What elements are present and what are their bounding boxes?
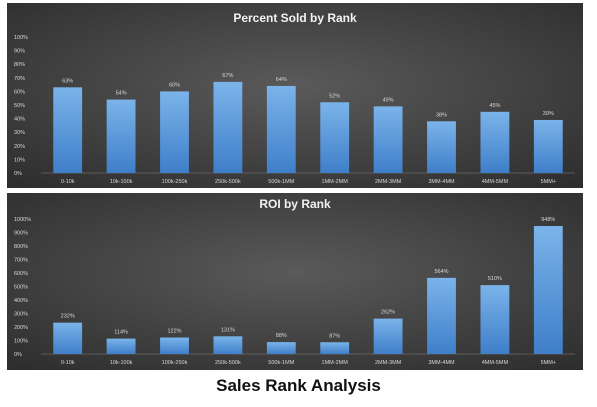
bar-1MM-2MM [320,102,350,173]
data-label: 64% [276,77,287,83]
data-label: 510% [488,276,502,282]
bar-500k-1MM [266,85,296,173]
bar-4MM-5MM [480,285,510,354]
y-tick-label: 10% [14,157,25,163]
data-label: 564% [434,269,448,275]
x-tick-label: 500k-1MM [268,179,294,185]
y-tick-label: 700% [14,258,28,264]
y-tick-label: 800% [14,244,28,250]
y-tick-label: 50% [14,103,25,109]
x-tick-label: 100k-250k [162,179,188,185]
percent-sold-chart-svg: Percent Sold by Rank 0% 10% 20% 30% 40% 50% 60%… [7,3,583,188]
data-label: 39% [543,111,554,117]
y-tick-label: 100% [14,35,28,41]
y-tick-label: 400% [14,298,28,304]
chart-title: ROI by Rank [259,197,331,211]
x-tick-label: 4MM-5MM [482,179,509,185]
data-label: 60% [169,82,180,88]
y-tick-label: 70% [14,76,25,82]
y-tick-label: 0% [14,171,22,177]
y-tick-label: 40% [14,117,25,123]
bar-2MM-3MM [373,106,403,173]
chart-title: Percent Sold by Rank [233,11,357,25]
bar-5MM+ [533,226,563,354]
bar-0-10k [53,87,83,173]
x-tick-label: 5MM+ [541,360,556,366]
data-label: 88% [276,333,287,339]
figure-caption: Sales Rank Analysis [216,376,381,395]
x-tick-label: 1MM-2MM [322,360,349,366]
x-tick-label: 5MM+ [541,179,556,185]
bar-500k-1MM [266,342,296,354]
x-tick-label: 10k-100k [110,360,133,366]
bar-3MM-4MM [427,277,456,354]
roi-chart: ROI by Rank 0% 100% 200% 300% 400% 500% 600% 700… [7,193,583,370]
bar-2MM-3MM [373,318,403,354]
data-label: 87% [329,333,340,339]
x-tick-label: 500k-1MM [268,360,294,366]
y-tick-label: 600% [14,271,28,277]
x-tick-label: 100k-250k [162,360,188,366]
y-tick-label: 0% [14,352,22,358]
y-tick-label: 900% [14,231,28,237]
data-label: 38% [436,112,447,118]
x-tick-label: 0-10k [61,179,75,185]
data-label: 54% [116,91,127,97]
x-tick-label: 10k-100k [110,179,133,185]
data-label: 232% [61,314,75,320]
y-tick-label: 80% [14,62,25,68]
x-tick-label: 2MM-3MM [375,179,402,185]
y-tick-label: 100% [14,339,28,345]
x-tick-label: 1MM-2MM [322,179,349,185]
y-tick-label: 30% [14,130,25,136]
y-tick-label: 90% [14,49,25,55]
data-label: 131% [221,327,235,333]
y-tick-label: 300% [14,312,28,318]
data-label: 49% [383,97,394,103]
bar-0-10k [53,322,83,354]
y-tick-label: 1000% [14,217,31,223]
data-label: 63% [62,78,73,84]
x-tick-label: 3MM-4MM [428,179,455,185]
x-tick-label: 250k-500k [215,360,241,366]
bar-100k-250k [160,91,189,173]
x-tick-label: 4MM-5MM [482,360,509,366]
bar-1MM-2MM [320,342,350,354]
y-tick-label: 60% [14,89,25,95]
y-tick-label: 500% [14,285,28,291]
x-tick-label: 0-10k [61,360,75,366]
x-tick-label: 250k-500k [215,179,241,185]
y-tick-label: 200% [14,325,28,331]
bar-10k-100k [106,338,136,354]
bar-10k-100k [106,99,136,173]
data-label: 52% [329,93,340,99]
roi-chart-svg: ROI by Rank 0% 100% 200% 300% 400% 500% 600% 700… [7,193,583,370]
data-label: 45% [489,103,500,109]
data-label: 948% [541,217,555,223]
bar-4MM-5MM [480,111,510,173]
data-label: 262% [381,310,395,316]
x-tick-label: 3MM-4MM [428,360,455,366]
bar-3MM-4MM [427,121,456,173]
x-tick-label: 2MM-3MM [375,360,402,366]
data-label: 114% [114,330,128,336]
bar-250k-500k [213,81,243,173]
y-tick-label: 20% [14,144,25,150]
data-label: 122% [167,329,181,335]
bar-5MM+ [533,119,563,173]
data-label: 67% [222,73,233,79]
percent-sold-chart: Percent Sold by Rank 0% 10% 20% 30% 40% 50% 60%… [7,3,583,188]
bar-250k-500k [213,336,243,354]
bar-100k-250k [160,337,189,354]
